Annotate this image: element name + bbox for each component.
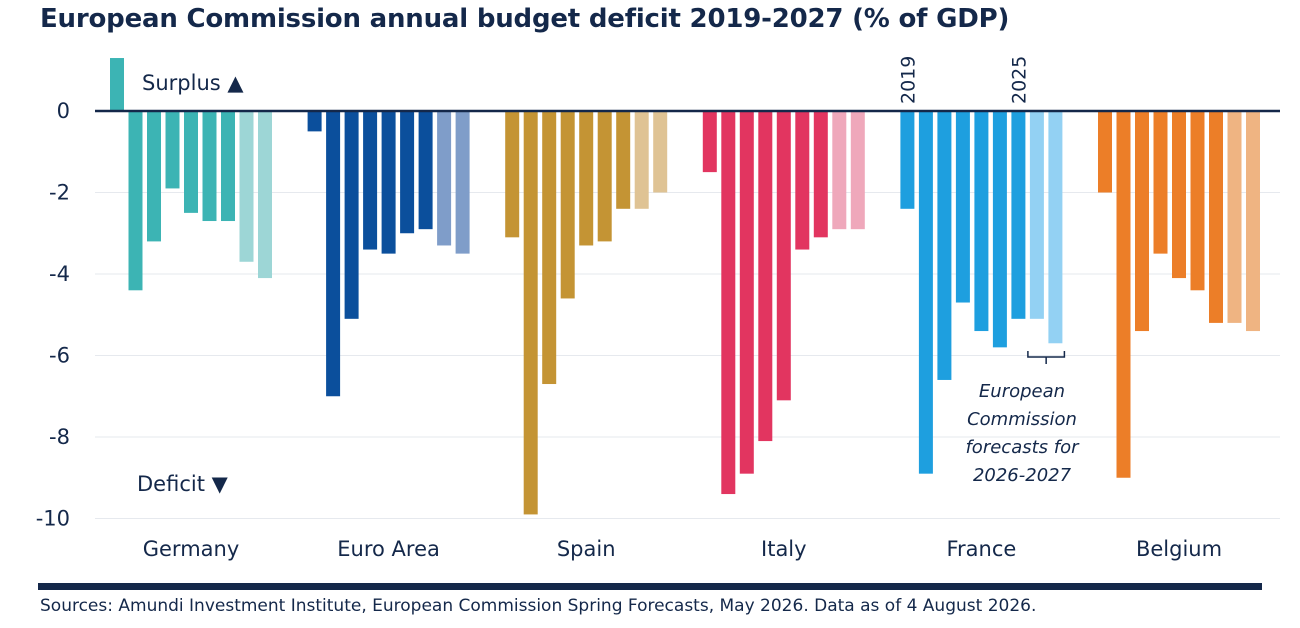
bars xyxy=(110,58,1260,515)
category-label: Germany xyxy=(143,537,240,561)
deficit-label: Deficit ▼ xyxy=(137,472,229,496)
forecast-note-line: Commission xyxy=(967,409,1077,430)
bar-france-2019 xyxy=(900,111,915,209)
footer-divider xyxy=(38,583,1262,590)
bar-spain-2019 xyxy=(505,111,520,238)
forecast-note-line: 2026-2027 xyxy=(973,465,1072,486)
bar-italy-2027 xyxy=(850,111,865,230)
bar-germany-2022 xyxy=(165,111,180,189)
bar-italy-2026 xyxy=(832,111,847,230)
bar-euro-area-2026 xyxy=(437,111,452,246)
bar-germany-2023 xyxy=(184,111,198,213)
bar-euro-area-2027 xyxy=(455,111,470,254)
bar-germany-2025 xyxy=(221,111,235,222)
bar-italy-2025 xyxy=(813,111,828,238)
bar-italy-2021 xyxy=(739,111,754,474)
category-label: Spain xyxy=(557,537,616,561)
bar-germany-2019 xyxy=(110,58,124,111)
bar-euro-area-2022 xyxy=(363,111,378,250)
bar-france-2021 xyxy=(937,111,952,380)
bar-france-2024 xyxy=(992,111,1007,348)
bar-spain-2025 xyxy=(616,111,631,209)
bar-euro-area-2021 xyxy=(344,111,359,319)
bar-france-2026 xyxy=(1029,111,1044,319)
bar-spain-2027 xyxy=(653,111,668,193)
bar-belgium-2021 xyxy=(1135,111,1149,332)
chart-title: European Commission annual budget defici… xyxy=(40,4,1010,34)
bar-euro-area-2019 xyxy=(307,111,322,132)
bar-germany-2021 xyxy=(147,111,161,242)
bar-euro-area-2020 xyxy=(326,111,341,397)
bar-euro-area-2023 xyxy=(381,111,396,254)
bar-euro-area-2024 xyxy=(400,111,415,234)
bar-belgium-2019 xyxy=(1098,111,1112,193)
bar-spain-2020 xyxy=(523,111,538,515)
bar-italy-2024 xyxy=(795,111,810,250)
bar-spain-2022 xyxy=(560,111,575,299)
forecast-note-line: forecasts for xyxy=(965,437,1080,458)
bar-italy-2023 xyxy=(776,111,791,401)
gridlines xyxy=(95,192,1280,519)
category-labels: Germany Euro Area Spain Italy France Belgium xyxy=(143,537,1222,561)
bar-italy-2019 xyxy=(702,111,717,173)
y-tick-label: -4 xyxy=(49,262,70,286)
y-axis-ticks: 0 -2 -4 -6 -8 -10 xyxy=(36,99,70,531)
bar-france-2020 xyxy=(918,111,933,474)
bar-belgium-2023 xyxy=(1172,111,1186,279)
bar-belgium-2020 xyxy=(1116,111,1131,478)
forecast-bracket xyxy=(1027,351,1066,364)
y-tick-label: -10 xyxy=(36,507,70,531)
bar-euro-area-2025 xyxy=(418,111,433,230)
bar-germany-2024 xyxy=(202,111,217,222)
bar-belgium-2022 xyxy=(1153,111,1168,254)
bar-france-2027 xyxy=(1048,111,1063,344)
bar-italy-2022 xyxy=(758,111,773,442)
category-label: Belgium xyxy=(1136,537,1222,561)
bar-france-2025 xyxy=(1011,111,1026,319)
bar-belgium-2025 xyxy=(1209,111,1223,323)
bar-germany-2020 xyxy=(128,111,143,291)
bar-spain-2026 xyxy=(634,111,649,209)
source-note: Sources: Amundi Investment Institute, Eu… xyxy=(40,596,1037,616)
surplus-label: Surplus ▲ xyxy=(142,71,244,95)
category-label: Euro Area xyxy=(337,537,440,561)
forecast-note-line: European xyxy=(979,381,1065,402)
bar-belgium-2026 xyxy=(1227,111,1242,323)
category-label: France xyxy=(946,537,1016,561)
y-tick-label: -6 xyxy=(49,344,70,368)
bar-belgium-2024 xyxy=(1190,111,1205,291)
y-tick-label: -8 xyxy=(49,425,70,449)
bar-france-2023 xyxy=(974,111,989,332)
bar-germany-2027 xyxy=(258,111,272,279)
bar-belgium-2027 xyxy=(1246,111,1260,332)
y-tick-label: 0 xyxy=(57,99,70,123)
category-label: Italy xyxy=(761,537,807,561)
forecast-note: European Commission forecasts for 2026-2027 xyxy=(965,381,1080,486)
year-label-2025: 2025 xyxy=(1008,56,1030,104)
bar-spain-2024 xyxy=(597,111,612,242)
bar-germany-2026 xyxy=(239,111,254,262)
y-tick-label: -2 xyxy=(49,181,70,205)
bar-spain-2021 xyxy=(542,111,557,385)
bar-chart: 0 -2 -4 -6 -8 -10 Germany Euro Area Spain Italy F… xyxy=(36,56,1280,561)
year-label-2019: 2019 xyxy=(897,56,919,104)
bar-spain-2023 xyxy=(579,111,594,246)
bar-france-2022 xyxy=(955,111,970,303)
bar-italy-2020 xyxy=(721,111,736,495)
